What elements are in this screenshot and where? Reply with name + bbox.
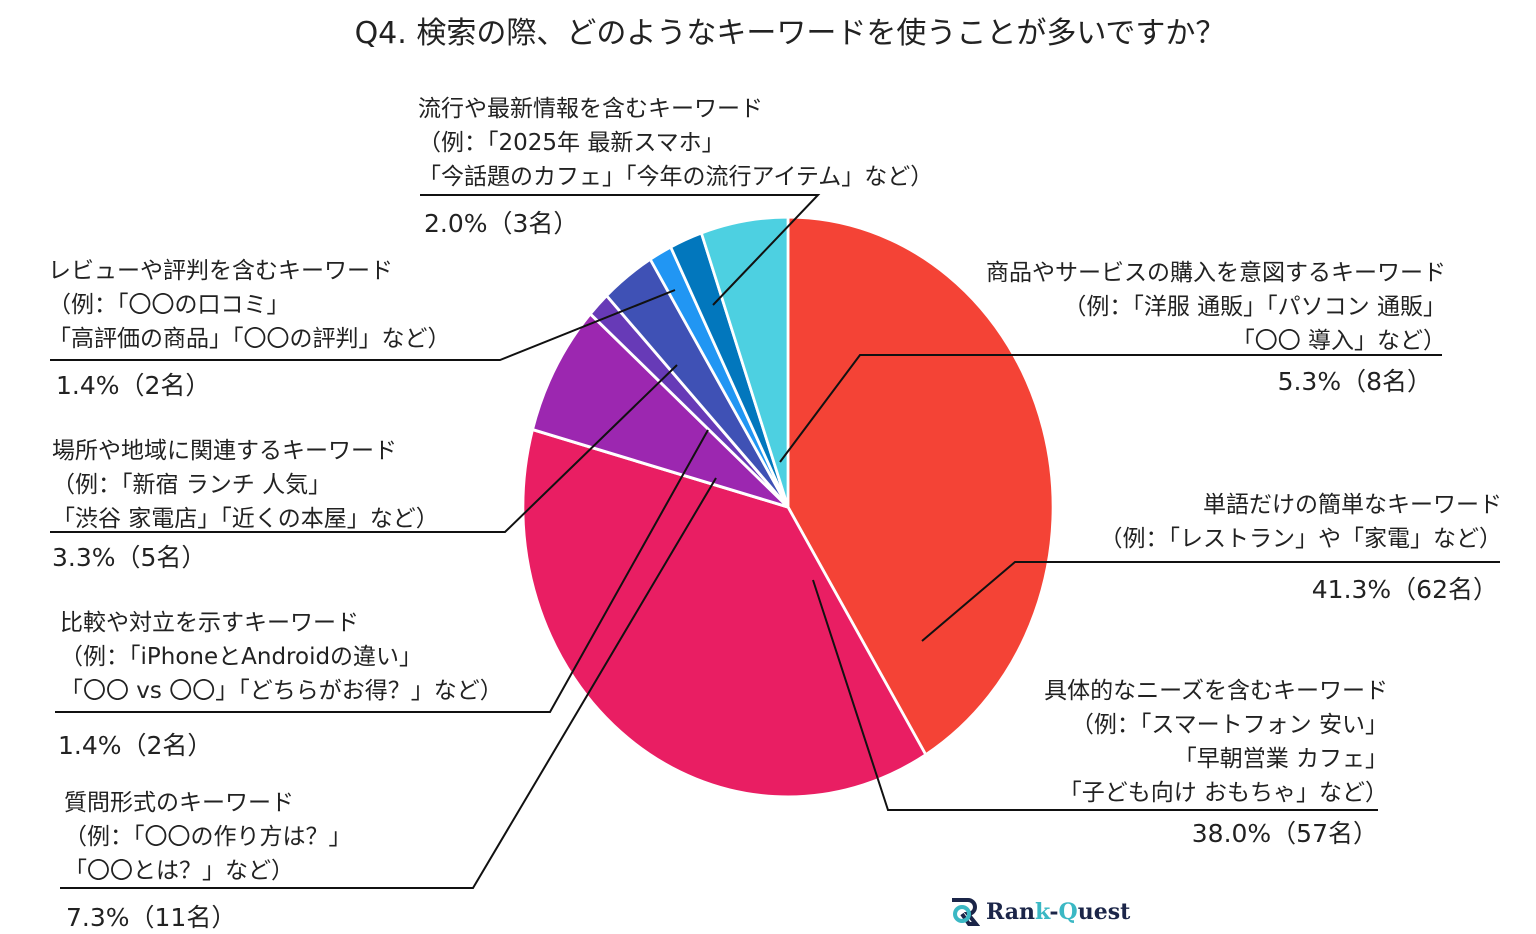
value-location: 3.3%（5名） [52,543,207,572]
pie-slice [530,311,789,509]
value-purchase: 5.3%（8名） [1277,367,1432,396]
label-trend: 流行や最新情報を含むキーワード （例：「2025年 最新スマホ」 「今話題のカフェ」… [418,96,934,190]
value-question: 7.3%（11名） [66,903,237,932]
pie-slice [521,427,928,799]
value-trend: 2.0%（3名） [424,209,579,238]
leader-line [50,364,678,533]
leader-line [55,429,709,713]
label-location: 場所や地域に関連するキーワード （例：「新宿 ランチ 人気」 「渋谷 家電店」「近く… [52,438,439,532]
leader-line [921,561,1500,642]
value-simple: 41.3%（62名） [1311,575,1498,604]
value-specific: 38.0%（57名） [1191,819,1378,848]
leader-line [420,194,821,306]
leader-line [812,579,1378,811]
chart-title: Q4. 検索の際、どのようなキーワードを使うことが多いですか？ [354,16,1226,51]
label-compare: 比較や対立を示すキーワード （例：「iPhoneとAndroidの違い」 「〇〇 v… [60,610,503,704]
label-review: レビューや評判を含むキーワード （例：「〇〇の口コミ」 「高評価の商品」「〇〇の評判… [48,258,451,352]
logo-icon [952,898,980,926]
label-purchase: 商品やサービスの購入を意図するキーワード （例：「洋服 通販」「パソコン 通販」「… [986,260,1446,354]
leader-line [60,477,717,889]
leader-line [50,289,676,361]
pie-slice [699,215,790,508]
rank-quest-logo: Rank-Quest [950,898,1130,926]
value-compare: 1.4%（2名） [58,731,213,760]
leader-line [779,354,1442,463]
label-question: 質問形式のキーワード （例：「〇〇の作り方は？」 「〇〇とは？」など） [64,790,352,884]
pie-slice [786,215,1055,757]
value-review: 1.4%（2名） [56,371,211,400]
label-simple: 単語だけの簡単なキーワード （例：「レストラン」や「家電」など） [1099,492,1503,552]
label-specific: 具体的なニーズを含むキーワード （例：「スマートフォン 安い」 「早朝営業 カフェ」… [1044,678,1388,806]
